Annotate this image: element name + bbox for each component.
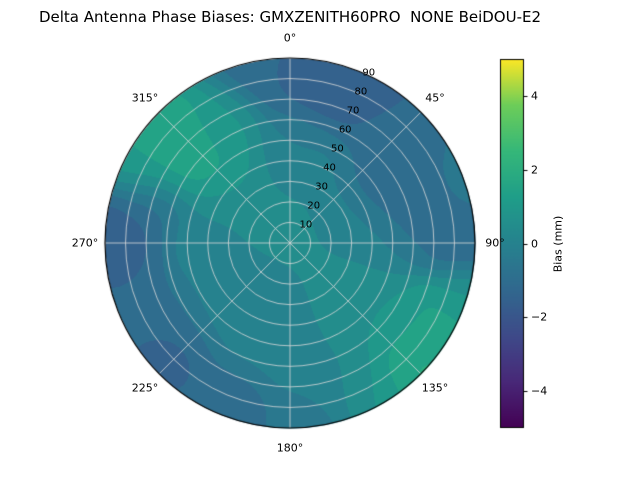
angular-tick-label: 180° bbox=[276, 441, 304, 455]
radial-tick-label: 10 bbox=[299, 219, 313, 231]
colorbar-tick-label: −4 bbox=[531, 384, 548, 398]
radial-tick-label: 40 bbox=[323, 162, 336, 174]
angular-tick-label: 45° bbox=[425, 91, 445, 105]
angular-tick-label: 0° bbox=[283, 31, 297, 45]
radial-tick-label: 30 bbox=[315, 181, 328, 193]
angular-tick-label: 225° bbox=[131, 381, 159, 395]
radial-tick-label: 50 bbox=[330, 143, 344, 155]
colorbar-tick-label: 0 bbox=[531, 237, 538, 250]
colorbar-tick-label: 2 bbox=[531, 163, 538, 177]
colorbar-tick-label: 4 bbox=[531, 89, 538, 103]
chart-title: Delta Antenna Phase Biases: GMXZENITH60P… bbox=[38, 8, 542, 26]
colorbar-axis-label: Bias (mm) bbox=[551, 215, 565, 272]
angular-tick-label: 315° bbox=[131, 91, 159, 105]
radial-tick-label: 70 bbox=[346, 105, 360, 117]
radial-tick-label: 80 bbox=[354, 86, 368, 98]
colorbar-tick-label: −2 bbox=[531, 310, 548, 324]
radial-tick-label: 60 bbox=[338, 124, 352, 136]
angular-tick-label: 135° bbox=[421, 381, 449, 395]
angular-tick-label: 90° bbox=[485, 236, 505, 250]
radial-tick-label: 90 bbox=[362, 67, 376, 79]
angular-tick-label: 270° bbox=[71, 236, 99, 250]
radial-tick-label: 20 bbox=[307, 200, 321, 212]
